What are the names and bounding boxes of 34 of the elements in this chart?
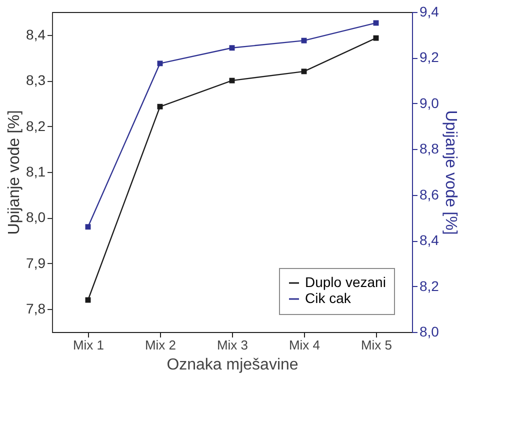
point (85, 224, 91, 230)
point (301, 38, 307, 44)
x-tick-label: Mix 2 (144, 338, 176, 352)
y2-tick-label: 8,8 (420, 140, 440, 157)
x-tick-label: Mix 3 (216, 338, 248, 352)
y-tick-label: 8,1 (26, 164, 46, 180)
point (373, 35, 379, 41)
x-tick-label: Mix 4 (288, 338, 320, 352)
point (229, 78, 235, 84)
x-tick-label: Mix 5 (360, 338, 392, 352)
y2-tick-label: 8,0 (420, 324, 440, 340)
x-tick-label: Mix 1 (72, 338, 104, 352)
legend-label: Duplo vezani (305, 274, 386, 290)
y2-tick-label: 8,6 (420, 186, 440, 202)
y-tick-label: 7,8 (26, 300, 46, 317)
point (157, 104, 163, 110)
y2-tick-label: 9,0 (420, 94, 440, 111)
point (301, 68, 307, 74)
y2-axis-title: Upijanje vode [%] (442, 110, 459, 235)
point (229, 45, 235, 51)
y2-tick-label: 9,2 (420, 49, 440, 66)
y-tick-label: 8,3 (26, 72, 46, 88)
y-tick-label: 8,0 (26, 209, 46, 226)
x-axis-title: Oznaka mješavine (166, 356, 298, 374)
y-axis-title: Upijanje vode [%] (6, 110, 24, 235)
y2-tick-label: 8,4 (420, 232, 440, 248)
y2-tick-label: 9,4 (420, 4, 440, 20)
legend-label: Cik cak (305, 290, 352, 306)
point (157, 60, 163, 66)
point (373, 20, 379, 26)
y2-tick-label: 8,2 (420, 278, 440, 294)
y-tick-label: 8,2 (26, 118, 46, 134)
y-tick-label: 8,4 (26, 26, 46, 42)
y-tick-label: 7,9 (26, 254, 46, 271)
